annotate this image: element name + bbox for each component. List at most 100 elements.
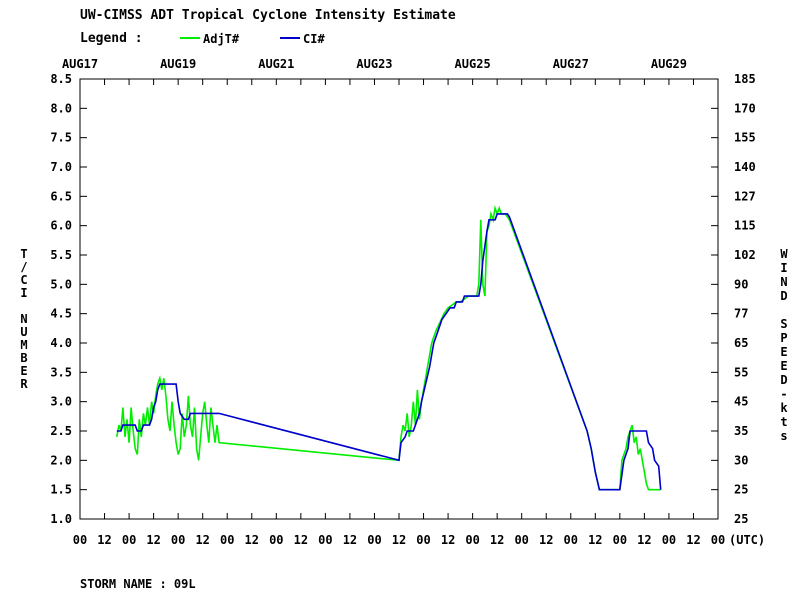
axis-label-char: T (20, 247, 27, 261)
x-tick-label: 12 (441, 533, 455, 547)
x-tick-label: 12 (245, 533, 259, 547)
date-label: AUG29 (651, 57, 687, 71)
y-right-tick-label: 102 (734, 248, 756, 262)
x-tick-label: 12 (392, 533, 406, 547)
x-tick-label: 00 (613, 533, 627, 547)
axis-label-char: s (780, 429, 787, 443)
x-tick-label: 00 (220, 533, 234, 547)
x-tick-label: 12 (637, 533, 651, 547)
x-tick-label: 12 (343, 533, 357, 547)
x-tick-label: 00 (416, 533, 430, 547)
y-tick-label: 5.5 (50, 248, 72, 262)
x-tick-label: 12 (294, 533, 308, 547)
axis-label-char: E (20, 364, 27, 378)
axis-label-char: B (20, 351, 27, 365)
date-label: AUG25 (455, 57, 491, 71)
axis-label-char: S (780, 317, 787, 331)
y-right-tick-label: 185 (734, 72, 756, 86)
y-right-tick-label: 140 (734, 160, 756, 174)
y-tick-label: 2.0 (50, 453, 72, 467)
x-tick-label: 00 (73, 533, 87, 547)
y-tick-label: 6.5 (50, 189, 72, 203)
x-tick-label: 00 (367, 533, 381, 547)
axis-label-char: E (780, 359, 787, 373)
x-tick-label: 12 (490, 533, 504, 547)
axis-label-char: P (780, 331, 787, 345)
x-tick-label: 00 (711, 533, 725, 547)
y-right-tick-label: 30 (734, 453, 748, 467)
axis-label-char: D (780, 289, 787, 303)
x-tick-label: 00 (318, 533, 332, 547)
x-tick-label: 00 (171, 533, 185, 547)
axes: 1.0 25 1.5 25 2.0 30 2.5 35 3.0 45 3.5 55 4.0 65 4.5 77… (50, 57, 755, 547)
y-tick-label: 2.5 (50, 424, 72, 438)
axis-label-char: M (20, 338, 27, 352)
x-tick-label: 00 (662, 533, 676, 547)
axis-label-char: E (780, 345, 787, 359)
legend-entry-ci: CI# (303, 32, 325, 46)
y-tick-label: 7.0 (50, 160, 72, 174)
date-label: AUG17 (62, 57, 98, 71)
x-tick-label: 12 (97, 533, 111, 547)
date-label: AUG19 (160, 57, 196, 71)
x-tick-label: 00 (514, 533, 528, 547)
y-right-tick-label: 155 (734, 131, 756, 145)
y-right-tick-label: 35 (734, 424, 748, 438)
legend-entry-adjt: AdjT# (203, 32, 240, 46)
x-tick-label: 12 (588, 533, 602, 547)
axis-label-char: C (20, 273, 27, 287)
chart-title: UW-CIMSS ADT Tropical Cyclone Intensity … (80, 8, 456, 23)
y-right-tick-label: 25 (734, 483, 748, 497)
axis-label-char: R (20, 377, 28, 391)
axis-label-char: W (780, 247, 788, 261)
y-right-tick-label: 127 (734, 189, 756, 203)
date-label: AUG23 (356, 57, 392, 71)
y-tick-label: 1.0 (50, 512, 72, 526)
y-right-tick-label: 77 (734, 307, 748, 321)
y-tick-label: 3.0 (50, 395, 72, 409)
series-line-ci (116, 213, 662, 491)
x-tick-label: 12 (195, 533, 209, 547)
series-line-adjt (116, 204, 661, 491)
y-right-tick-label: 90 (734, 277, 748, 291)
y-tick-label: 6.0 (50, 219, 72, 233)
x-tick-label: 12 (686, 533, 700, 547)
legend-label: Legend : (80, 31, 143, 46)
axis-label-char: N (20, 312, 27, 326)
x-tick-label: 00 (269, 533, 283, 547)
axis-label-char: - (780, 387, 787, 401)
axis-label-char: I (780, 261, 787, 275)
axis-label-char: / (20, 260, 27, 274)
x-tick-label: 00 (122, 533, 136, 547)
date-label: AUG27 (553, 57, 589, 71)
y-right-tick-label: 25 (734, 512, 748, 526)
x-unit-label: (UTC) (729, 533, 765, 547)
x-tick-label: 00 (564, 533, 578, 547)
x-tick-label: 12 (146, 533, 160, 547)
legend: AdjT# CI# (180, 32, 325, 46)
date-label: AUG21 (258, 57, 294, 71)
axis-label-char: k (780, 401, 788, 415)
y-right-tick-label: 55 (734, 365, 748, 379)
y-tick-label: 3.5 (50, 365, 72, 379)
y-tick-label: 7.5 (50, 131, 72, 145)
y-tick-label: 8.0 (50, 101, 72, 115)
axis-label-char: U (20, 325, 27, 339)
y-right-tick-label: 45 (734, 395, 748, 409)
y-tick-label: 4.5 (50, 307, 72, 321)
storm-name-label: STORM NAME : 09L (80, 577, 196, 591)
y-tick-label: 1.5 (50, 483, 72, 497)
axis-label-char: I (20, 286, 27, 300)
y-right-tick-label: 170 (734, 101, 756, 115)
axis-label-char: N (780, 275, 787, 289)
y-right-tick-label: 115 (734, 219, 756, 233)
series-layer (116, 204, 662, 491)
y-tick-label: 8.5 (50, 72, 72, 86)
x-tick-label: 12 (539, 533, 553, 547)
y-right-tick-label: 65 (734, 336, 748, 350)
axis-label-char: D (780, 373, 787, 387)
y-tick-label: 5.0 (50, 277, 72, 291)
